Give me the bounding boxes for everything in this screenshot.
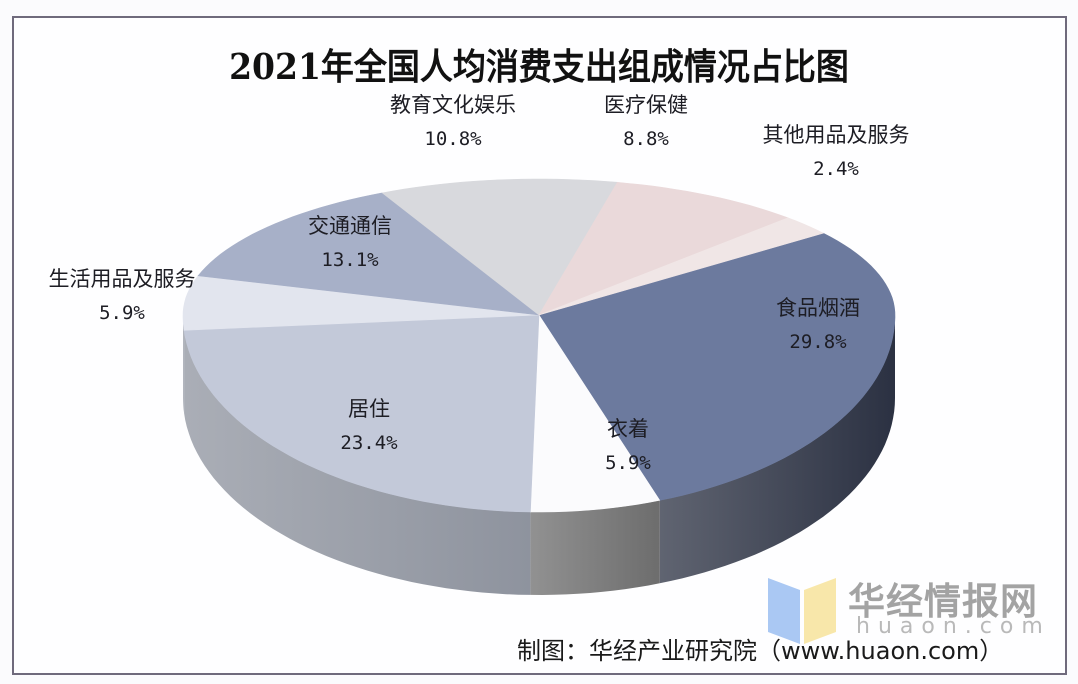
pie-slice-2: [183, 314, 540, 513]
pie-slice-5: [381, 178, 618, 316]
chart-title: 2021年全国人均消费支出组成情况占比图: [229, 45, 849, 88]
pie-side-1: [530, 500, 660, 595]
pie-slice-6: [538, 181, 789, 316]
pie-slice-0: [538, 232, 896, 501]
slice-label-transport: 交通通信 13.1%: [308, 214, 392, 271]
slice-label-household-goods: 生活用品及服务 5.9%: [48, 267, 196, 324]
pie-side-3: [183, 315, 185, 414]
watermark-url: huaon.com: [856, 614, 1051, 639]
watermark-logo-icon: [768, 578, 836, 644]
pie-slice-4: [197, 192, 541, 316]
source-credit: 制图：华经产业研究院（www.huaon.com）: [517, 637, 1004, 665]
slice-label-healthcare: 医疗保健 8.8%: [604, 93, 688, 150]
slice-label-education: 教育文化娱乐 10.8%: [390, 93, 516, 150]
slice-label-housing: 居住 23.4%: [340, 397, 398, 454]
pie-side-2: [184, 330, 531, 595]
slice-label-other: 其他用品及服务 2.4%: [762, 123, 910, 180]
watermark-name: 华经情报网: [848, 580, 1038, 623]
pie-side-0: [659, 315, 895, 584]
pie-slice-1: [530, 314, 661, 513]
slice-label-clothing: 衣着 5.9%: [605, 417, 651, 474]
pie-slice-7: [538, 217, 825, 316]
slice-label-food: 食品烟酒 29.8%: [776, 296, 860, 353]
pie-slice-3: [182, 275, 540, 331]
